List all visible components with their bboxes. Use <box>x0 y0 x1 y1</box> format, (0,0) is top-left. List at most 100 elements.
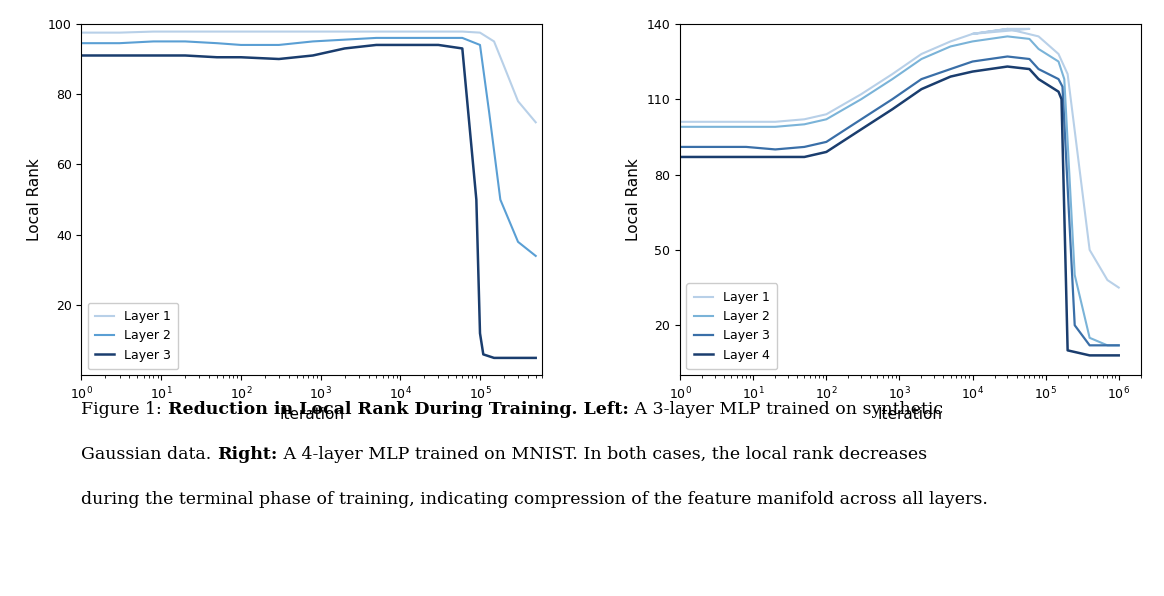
Layer 3 <box>473 330 487 337</box>
Layer 4 <box>886 105 900 113</box>
Layer 1 <box>944 38 958 45</box>
Layer 2 <box>1083 334 1096 342</box>
Layer 3 <box>476 351 490 358</box>
Layer 1 <box>1051 51 1065 58</box>
Layer 2 <box>74 39 88 46</box>
Layer 2 <box>1000 33 1014 40</box>
Layer 1 <box>1000 25 1014 32</box>
Legend: Layer 1, Layer 2, Layer 3, Layer 4: Layer 1, Layer 2, Layer 3, Layer 4 <box>687 284 778 370</box>
Layer 1 <box>1083 246 1096 253</box>
Layer 1 <box>147 28 161 35</box>
Layer 2 <box>819 116 833 123</box>
Line: Layer 1: Layer 1 <box>81 32 535 122</box>
Layer 3 <box>673 143 687 150</box>
Layer 3 <box>1056 83 1070 90</box>
Layer 1 <box>369 28 383 35</box>
Layer 3 <box>1112 342 1126 349</box>
Layer 1 <box>432 28 446 35</box>
Layer 2 <box>1100 342 1114 349</box>
Layer 2 <box>338 36 352 44</box>
Layer 3 <box>272 55 286 63</box>
Layer 3 <box>915 76 929 83</box>
Layer 1 <box>455 28 469 35</box>
Layer 2 <box>528 252 542 259</box>
Layer 2 <box>1112 342 1126 349</box>
Layer 3 <box>487 354 501 361</box>
Layer 2 <box>178 38 192 45</box>
Layer 4 <box>915 86 929 93</box>
Text: Figure 1:: Figure 1: <box>81 401 168 418</box>
Layer 1 <box>487 38 501 45</box>
Layer 1 <box>74 29 88 36</box>
Y-axis label: Local Rank: Local Rank <box>27 159 42 241</box>
Layer 4 <box>708 153 722 160</box>
Layer 4 <box>1083 352 1096 359</box>
Layer 3 <box>1051 76 1065 83</box>
Layer 1 <box>797 116 811 123</box>
Layer 3 <box>797 143 811 150</box>
Layer 1 <box>1112 284 1126 291</box>
Layer 3 <box>210 54 223 61</box>
Layer 3 <box>1100 342 1114 349</box>
Layer 3 <box>854 116 868 123</box>
Line: Layer 3: Layer 3 <box>81 45 535 358</box>
Text: during the terminal phase of training, indicating compression of the feature man: during the terminal phase of training, i… <box>81 491 988 508</box>
Layer 1 <box>473 29 487 36</box>
X-axis label: Iteration: Iteration <box>878 407 943 423</box>
Layer 3 <box>338 45 352 52</box>
Layer 2 <box>306 38 320 45</box>
Layer 2 <box>1067 271 1081 278</box>
Layer 1 <box>966 30 980 38</box>
Line: Layer 4: Layer 4 <box>680 67 1119 355</box>
Layer 1 <box>1031 33 1045 40</box>
Layer 1 <box>1100 277 1114 284</box>
Layer 2 <box>1051 58 1065 65</box>
Layer 2 <box>147 38 161 45</box>
Layer 1 <box>528 119 542 126</box>
Layer 3 <box>469 196 483 203</box>
Layer 3 <box>768 146 782 153</box>
Layer 2 <box>673 123 687 131</box>
Layer 2 <box>944 43 958 50</box>
Layer 3 <box>1067 322 1081 329</box>
Layer 2 <box>708 123 722 131</box>
Layer 1 <box>739 118 753 125</box>
Layer 1 <box>113 29 127 36</box>
Layer 3 <box>455 45 469 52</box>
Layer 3 <box>819 138 833 145</box>
Layer 1 <box>272 28 286 35</box>
Layer 2 <box>915 55 929 63</box>
Layer 1 <box>708 118 722 125</box>
Layer 3 <box>886 95 900 103</box>
Line: Layer 2: Layer 2 <box>680 36 1119 345</box>
Layer 3 <box>178 52 192 59</box>
Layer 1 <box>1000 25 1014 32</box>
Layer 1 <box>768 118 782 125</box>
Layer 4 <box>854 126 868 133</box>
Layer 3 <box>432 41 446 48</box>
Text: A 3-layer MLP trained on synthetic: A 3-layer MLP trained on synthetic <box>629 401 943 418</box>
Layer 3 <box>1083 342 1096 349</box>
Layer 1 <box>915 51 929 58</box>
Layer 4 <box>966 68 980 75</box>
Layer 2 <box>210 39 223 46</box>
Layer 2 <box>797 121 811 128</box>
Layer 2 <box>1031 45 1045 52</box>
Text: Gaussian data.: Gaussian data. <box>81 446 218 463</box>
Line: Layer 3: Layer 3 <box>680 57 1119 345</box>
Layer 4 <box>1055 95 1069 103</box>
Layer 4 <box>1051 88 1065 95</box>
Layer 1 <box>1060 70 1074 77</box>
Layer 4 <box>768 153 782 160</box>
Layer 2 <box>739 123 753 131</box>
Layer 4 <box>673 153 687 160</box>
Text: Reduction in Local Rank During Training. Left:: Reduction in Local Rank During Training.… <box>168 401 629 418</box>
Y-axis label: Local Rank: Local Rank <box>626 159 641 241</box>
Layer 3 <box>113 52 127 59</box>
Layer 1 <box>673 118 687 125</box>
Layer 3 <box>369 41 383 48</box>
Layer 3 <box>74 52 88 59</box>
Layer 3 <box>1000 53 1014 60</box>
Layer 1 <box>306 28 320 35</box>
Layer 3 <box>393 41 407 48</box>
